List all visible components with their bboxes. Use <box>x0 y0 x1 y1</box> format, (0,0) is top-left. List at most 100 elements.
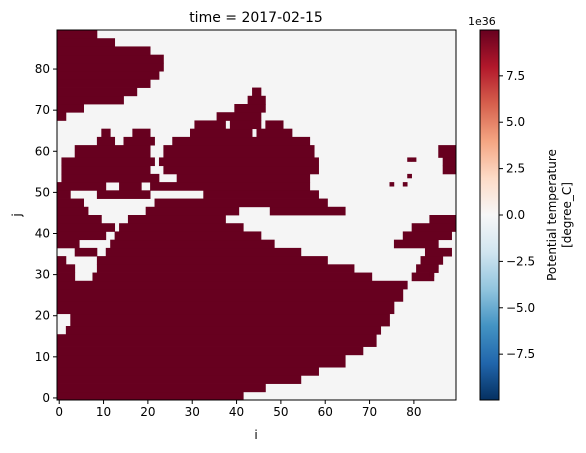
heatmap-cell-block <box>96 256 328 265</box>
y-tick-label: 40 <box>35 227 50 241</box>
heatmap-cell <box>407 173 412 179</box>
heatmap-cell-block <box>172 136 311 146</box>
heatmap-cell <box>433 264 439 269</box>
colorbar-tick-label: −2.5 <box>506 254 535 268</box>
heatmap-cell-block <box>96 190 151 199</box>
heatmap-cell-block <box>57 272 76 282</box>
y-tick-label: 70 <box>35 103 50 117</box>
heatmap-cell-block <box>57 112 67 121</box>
heatmap-cell-block <box>194 120 226 130</box>
colorbar-tick-label: −7.5 <box>506 347 535 361</box>
x-tick-label: 30 <box>185 405 200 419</box>
heatmap-cell-block <box>101 128 111 138</box>
heatmap-cell <box>411 157 417 162</box>
y-tick-label: 0 <box>42 391 50 405</box>
heatmap-cell-block <box>57 289 404 302</box>
colorbar-tick-label: −5.0 <box>506 301 535 315</box>
heatmap-cell <box>429 272 435 277</box>
heatmap-cell-block <box>96 136 116 146</box>
y-axis-label: j <box>10 213 24 217</box>
heatmap-cell-block <box>163 165 319 175</box>
x-tick-label: 50 <box>273 405 288 419</box>
heatmap-cell-block <box>57 239 80 249</box>
heatmap-cell-block <box>119 182 142 191</box>
heatmap-cell-block <box>57 334 377 347</box>
heatmap-cell-block <box>216 112 262 121</box>
y-tick-label: 30 <box>35 268 50 282</box>
heatmap-cell-block <box>132 128 151 138</box>
plot-frame <box>56 29 457 401</box>
heatmap-cell-block <box>203 190 319 199</box>
heatmap-cell-block <box>57 46 151 56</box>
heatmap-cell-block <box>438 145 457 158</box>
heatmap-cell-block <box>57 367 319 376</box>
heatmap-cell-block <box>424 247 452 257</box>
x-axis: 0 10 20 30 40 50 60 70 80 <box>55 400 422 419</box>
heatmap-cell-block <box>57 231 107 241</box>
heatmap-cell-block <box>57 79 151 88</box>
heatmap-cell-block <box>96 264 355 273</box>
heatmap-cell-block <box>265 120 284 130</box>
x-tick-label: 80 <box>406 405 421 419</box>
x-tick-label: 10 <box>96 405 111 419</box>
heatmap-cell-block <box>57 256 67 265</box>
heatmap-cell-block <box>57 71 160 80</box>
heatmap-cell-block <box>57 264 76 273</box>
heatmap-cell-block <box>442 157 457 167</box>
heatmap-cell-block <box>442 165 457 175</box>
heatmap-cell-block <box>57 30 98 39</box>
heatmap-cell-block <box>57 62 164 72</box>
x-axis-label: i <box>254 428 257 442</box>
heatmap-cell-block <box>416 264 439 273</box>
colorbar-exponent: 1e36 <box>468 15 496 28</box>
colorbar-tick-label: 0.0 <box>506 208 525 222</box>
heatmap-cell-block <box>57 346 364 356</box>
heatmap-cell-block <box>57 198 84 208</box>
heatmap-cell-block <box>145 206 240 216</box>
chart-title: time = 2017-02-15 <box>189 10 323 26</box>
colorbar-tick-label: 5.0 <box>506 115 525 129</box>
heatmap-cell-block <box>176 173 311 183</box>
heatmap-cell-block <box>57 38 116 47</box>
heatmap-cell-block <box>61 173 160 183</box>
heatmap-cell-block <box>57 383 266 393</box>
heatmap-cell-block <box>420 256 444 265</box>
x-tick-label: 60 <box>318 405 333 419</box>
heatmap-cell-block <box>105 247 302 257</box>
heatmap-cell-block <box>150 182 311 191</box>
heatmap-cell-block <box>57 206 89 216</box>
heatmap-cell-block <box>57 95 124 105</box>
heatmap-cell <box>402 182 408 187</box>
colorbar-tick-label: 2.5 <box>506 162 525 176</box>
heatmap-cell-block <box>252 87 262 97</box>
heatmap-cell-block <box>256 128 293 138</box>
x-tick-label: 70 <box>362 405 377 419</box>
heatmap-cell-block <box>61 165 151 175</box>
heatmap-cell-block <box>190 128 253 138</box>
heatmap-cell-block <box>57 301 395 315</box>
heatmap-cell-block <box>269 206 346 216</box>
heatmap-cell-block <box>65 326 382 335</box>
heatmap-cell-block <box>57 280 408 290</box>
colorbar-label-units: [degree_C] <box>560 182 574 248</box>
heatmap-cell-block <box>119 223 244 232</box>
heatmap-cell-block <box>57 375 302 384</box>
heatmap-cell-block <box>57 54 164 64</box>
heatmap-cell-block <box>92 272 373 282</box>
heatmap-cell-block <box>411 272 435 282</box>
heatmap-cell-block <box>123 136 155 146</box>
heatmap-cell <box>407 157 412 162</box>
x-tick-label: 20 <box>140 405 155 419</box>
heatmap-cell <box>389 182 395 187</box>
heatmap-cell-block <box>70 313 390 327</box>
heatmap-cell-block <box>74 247 98 257</box>
x-tick-label: 0 <box>55 405 63 419</box>
heatmap-cell-block <box>247 95 266 105</box>
heatmap-cell-block <box>402 231 452 241</box>
plot-area <box>56 29 457 401</box>
heatmap-cell-block <box>234 104 266 113</box>
y-tick-label: 10 <box>35 350 50 364</box>
heatmap-cell-block <box>154 198 328 208</box>
heatmap-cell-block <box>110 239 275 249</box>
